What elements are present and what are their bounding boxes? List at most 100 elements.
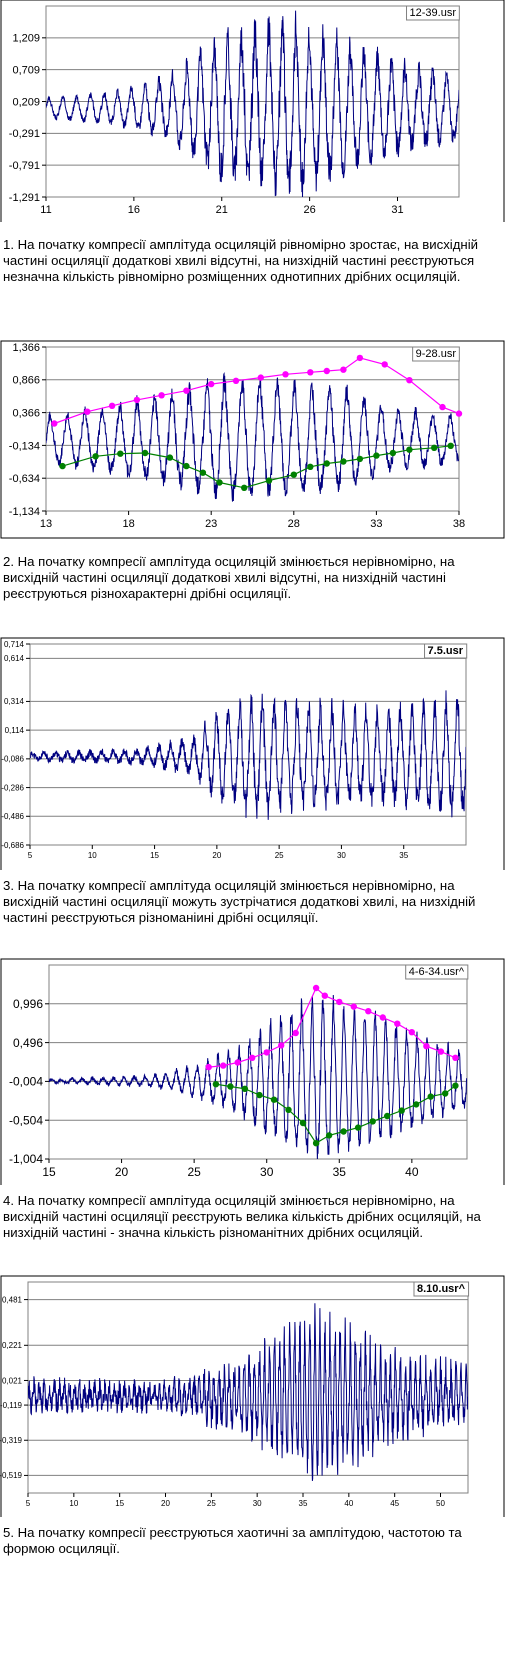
c4-envelope-point — [234, 1059, 241, 1066]
c1-ytick-label: 0,209 — [12, 96, 40, 108]
c2-xtick-label: 23 — [205, 518, 217, 530]
c2-xtick-label: 18 — [122, 518, 134, 530]
c2-envelope-point — [389, 449, 397, 457]
c4-ytick-label: -0,504 — [9, 1113, 43, 1127]
c1-xtick-label: 31 — [391, 204, 403, 216]
chart-3: 0,714 0,614 0,314 0,114 -0,086 -0,286 -0,486 -0… — [0, 637, 505, 870]
c2-signal-line — [46, 371, 459, 502]
c5-xtick-label: 20 — [161, 1499, 170, 1508]
c4-envelope-point — [292, 1029, 299, 1037]
c3-xtick-label: 25 — [275, 851, 284, 860]
c5-ytick-label: 0,021 — [2, 1376, 23, 1385]
c5-xtick-label: 50 — [436, 1499, 445, 1508]
chart-3-caption: 3. На початку компресії амплітуда осциля… — [3, 878, 476, 925]
c2-envelope-point — [447, 442, 454, 449]
c4-envelope-point — [212, 1081, 220, 1088]
c4-envelope-point — [321, 992, 328, 999]
c4-envelope-point — [365, 1008, 372, 1015]
c4-signal-line — [49, 994, 467, 1159]
c3-ytick-label: -0,486 — [1, 812, 24, 821]
c2-envelope-point — [282, 371, 289, 378]
c1-xtick-label: 11 — [40, 204, 51, 216]
c5-xtick-label: 30 — [253, 1499, 262, 1508]
c4-xtick-label: 40 — [405, 1165, 419, 1179]
c3-xtick-label: 35 — [399, 851, 408, 860]
c4-envelope-point — [256, 1091, 263, 1099]
c4-envelope-point — [442, 1090, 449, 1097]
c2-ytick-label: 1,366 — [12, 342, 40, 354]
c3-xtick-label: 30 — [337, 851, 346, 860]
c4-envelope-point — [413, 1101, 420, 1108]
chart-2-caption: 2. На початку компресії амплітуда осциля… — [3, 554, 455, 601]
c4-xtick-label: 20 — [115, 1165, 129, 1179]
c2-envelope-line — [54, 357, 460, 425]
c2-envelope-point — [51, 420, 58, 427]
c4-xtick-label: 15 — [42, 1165, 56, 1179]
c2-envelope-point — [265, 477, 273, 484]
c4-ytick-label: 0,496 — [13, 1036, 43, 1050]
c2-ytick-label: 0,366 — [12, 407, 40, 419]
c2-ytick-label: 0,866 — [12, 375, 40, 387]
c2-envelope-point — [133, 396, 141, 404]
chart-4-caption: 4. На початку компресії амплітуда осциля… — [3, 1193, 481, 1240]
c2-ytick-label: -0,134 — [9, 440, 40, 452]
c2-envelope-point — [431, 444, 438, 451]
c4-envelope-point — [423, 1043, 430, 1050]
c1-ytick-label: 1,209 — [12, 33, 40, 45]
c4-ytick-label: 0,996 — [13, 997, 43, 1011]
c2-envelope-point — [183, 387, 190, 394]
c5-ytick-label: -0,119 — [0, 1401, 23, 1410]
c4-envelope-point — [379, 1014, 386, 1021]
c4-envelope-point — [241, 1085, 249, 1093]
c2-envelope-point — [381, 361, 388, 368]
c5-xtick-label: 10 — [69, 1499, 78, 1508]
c2-envelope-point — [208, 380, 215, 388]
c2-envelope-point — [199, 469, 207, 476]
c2-envelope-point — [117, 450, 124, 457]
c2-envelope-point — [59, 462, 66, 470]
c5-ytick-label: 0,481 — [2, 1295, 23, 1304]
c5-xtick-label: 15 — [115, 1499, 124, 1508]
c1-xtick-label: 26 — [303, 204, 315, 216]
c5-xtick-label: 5 — [26, 1499, 31, 1508]
c1-xtick-label: 21 — [216, 204, 228, 216]
c4-envelope-point — [263, 1049, 270, 1056]
c2-envelope-point — [257, 374, 264, 381]
c3-ytick-label: 0,114 — [5, 726, 25, 735]
c4-ytick-label: -0,004 — [9, 1075, 43, 1089]
c4-envelope-point — [437, 1048, 445, 1055]
c4-envelope-point — [398, 1107, 405, 1114]
c1-xtick-label: 16 — [128, 204, 140, 216]
c2-envelope-point — [373, 452, 380, 459]
c2-envelope-point — [406, 446, 413, 453]
c1-file-label: 12-39.usr — [410, 7, 457, 19]
c5-ytick-label: -0,519 — [0, 1471, 23, 1480]
c4-envelope-point — [452, 1054, 459, 1062]
c2-xtick-label: 13 — [40, 518, 52, 530]
c2-xtick-label: 33 — [370, 518, 382, 530]
c3-plot-area — [29, 643, 467, 846]
c2-envelope-point — [340, 458, 347, 465]
c2-envelope-point — [216, 479, 223, 486]
c2-envelope-point — [141, 449, 149, 457]
c2-xtick-label: 28 — [288, 518, 300, 530]
c3-ytick-label: 0,714 — [4, 640, 25, 649]
c5-xtick-label: 35 — [299, 1499, 308, 1508]
c2-envelope-point — [307, 463, 314, 470]
c2-file-label-box — [412, 346, 460, 362]
c2-envelope-point — [307, 369, 314, 376]
c1-file-label-box — [406, 5, 460, 21]
c2-file-label: 9-28.usr — [416, 348, 457, 360]
chart-5-caption: 5. На початку компресії реєструються хао… — [3, 1525, 462, 1556]
c4-envelope-point — [394, 1020, 401, 1027]
c2-envelope-point — [356, 455, 364, 463]
c2-envelope-point — [356, 354, 364, 362]
c5-xtick-label: 40 — [344, 1499, 353, 1508]
c3-xtick-label: 5 — [28, 851, 33, 860]
c5-signal-line — [28, 1303, 468, 1481]
c3-ytick-label: -0,086 — [1, 755, 24, 764]
c4-envelope-point — [312, 984, 320, 992]
